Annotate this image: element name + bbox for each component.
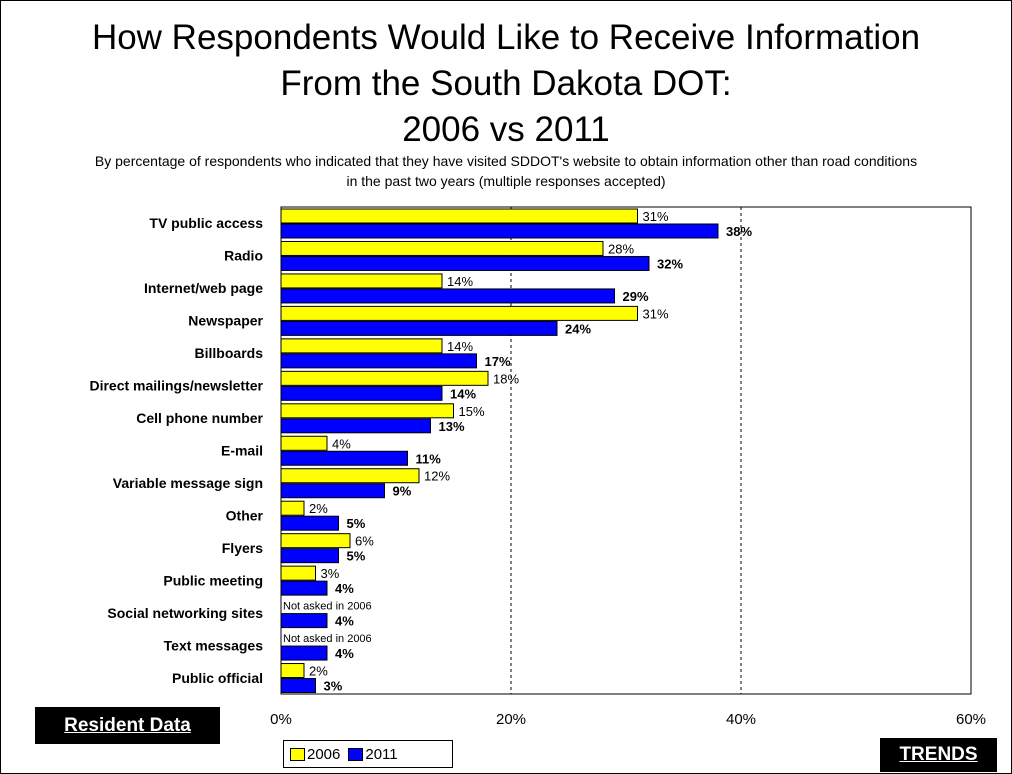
- category-label: Social networking sites: [107, 605, 263, 621]
- bar-2011: [280, 223, 719, 239]
- chart-subtitle-line-2: in the past two years (multiple response…: [346, 173, 666, 189]
- data-label-2011: 4%: [335, 581, 354, 596]
- data-label-2011: 24%: [565, 321, 591, 336]
- data-label-2006: 14%: [447, 339, 473, 354]
- data-label-2006: 2%: [309, 664, 328, 679]
- resident-data-badge: Resident Data: [35, 707, 220, 744]
- bar-2011: [280, 320, 558, 336]
- data-label-2011: 32%: [657, 256, 683, 271]
- category-label: TV public access: [149, 215, 263, 231]
- bar-2011: [280, 385, 443, 401]
- legend-label-2011: 2011: [365, 745, 398, 763]
- data-label-2011: 3%: [324, 679, 343, 694]
- chart-subtitle-line-1: By percentage of respondents who indicat…: [94, 153, 918, 169]
- x-tick-label: 20%: [496, 711, 526, 728]
- category-label: Direct mailings/newsletter: [89, 378, 263, 394]
- bar-2011: [280, 645, 328, 661]
- chart-legend: 2006 2011: [283, 740, 453, 768]
- category-label: Flyers: [222, 540, 263, 556]
- category-label: Public meeting: [163, 572, 263, 588]
- bar-2011: [280, 483, 385, 499]
- bar-2006: [280, 208, 638, 224]
- bar-2006: [280, 370, 489, 386]
- bar-2006: [280, 240, 604, 256]
- chart-title-line-2: From the South Dakota DOT:: [280, 64, 732, 103]
- legend-label-2006: 2006: [307, 745, 341, 763]
- bar-2011: [280, 353, 477, 369]
- data-label-2011: 4%: [335, 614, 354, 629]
- data-label-2006: 2%: [309, 501, 328, 516]
- data-label-2006: 15%: [459, 404, 485, 419]
- data-label-2011: 5%: [347, 549, 366, 564]
- x-tick-label: 40%: [726, 711, 756, 728]
- bar-2011: [280, 580, 328, 596]
- data-label-2011: 29%: [623, 289, 649, 304]
- legend-swatch-2011: [348, 747, 364, 761]
- category-label: Cell phone number: [136, 410, 263, 426]
- bar-2011: [280, 255, 650, 271]
- bar-2006: [280, 468, 420, 484]
- data-label-2006: 31%: [643, 306, 669, 321]
- bar-2011: [280, 288, 615, 304]
- x-tick-label: 0%: [270, 711, 292, 728]
- data-label-2011: 5%: [347, 516, 366, 531]
- data-label-2011: 9%: [393, 484, 412, 499]
- bar-2011: [280, 613, 328, 629]
- bar-2011: [280, 450, 408, 466]
- data-label-2006: 14%: [447, 274, 473, 289]
- data-label-2011: 4%: [335, 646, 354, 661]
- category-label: Radio: [224, 248, 263, 264]
- data-label-2011: 11%: [416, 451, 442, 466]
- category-label: E-mail: [221, 443, 263, 459]
- data-label-2006: 6%: [355, 534, 374, 549]
- data-label-2006: 31%: [643, 209, 669, 224]
- bar-2011: [280, 515, 339, 531]
- data-label-2006: 28%: [608, 241, 634, 256]
- legend-item-2011: 2011: [348, 745, 398, 763]
- data-label-2011: 14%: [450, 386, 476, 401]
- bar-2011: [280, 418, 431, 434]
- legend-swatch-2006: [290, 747, 305, 761]
- bar-2006: [280, 565, 316, 581]
- bar-2006: [280, 338, 443, 354]
- x-tick-label: 60%: [956, 711, 986, 728]
- data-label-2011: 38%: [726, 224, 752, 239]
- category-label: Newspaper: [188, 313, 263, 329]
- bar-2006: [280, 273, 443, 289]
- category-label: Billboards: [195, 345, 264, 361]
- chart-title-line-3: 2006 vs 2011: [402, 110, 610, 149]
- data-label-2011: 13%: [439, 419, 465, 434]
- trends-badge: TRENDS: [880, 738, 997, 772]
- category-label: Variable message sign: [113, 475, 263, 491]
- bar-2006: [280, 435, 328, 451]
- bar-2006: [280, 305, 638, 321]
- legend-item-2006: 2006: [290, 746, 340, 763]
- bar-2006: [280, 533, 351, 549]
- data-label-2011: 17%: [485, 354, 511, 369]
- data-label-2006: 4%: [332, 436, 351, 451]
- category-label: Internet/web page: [144, 280, 263, 296]
- data-label-2006: 18%: [493, 371, 519, 386]
- bar-2006: [280, 663, 305, 679]
- category-label: Public official: [172, 670, 263, 686]
- bar-2011: [280, 678, 316, 694]
- bar-2006: [280, 403, 454, 419]
- data-label-2006: 3%: [321, 566, 340, 581]
- data-label-2006: Not asked in 2006: [283, 633, 372, 645]
- category-label: Other: [226, 507, 264, 523]
- data-label-2006: Not asked in 2006: [283, 601, 372, 613]
- bar-2006: [280, 500, 305, 516]
- chart-title-line-1: How Respondents Would Like to Receive In…: [91, 18, 921, 57]
- category-label: Text messages: [164, 637, 264, 653]
- data-label-2006: 12%: [424, 469, 450, 484]
- bar-2011: [280, 548, 339, 564]
